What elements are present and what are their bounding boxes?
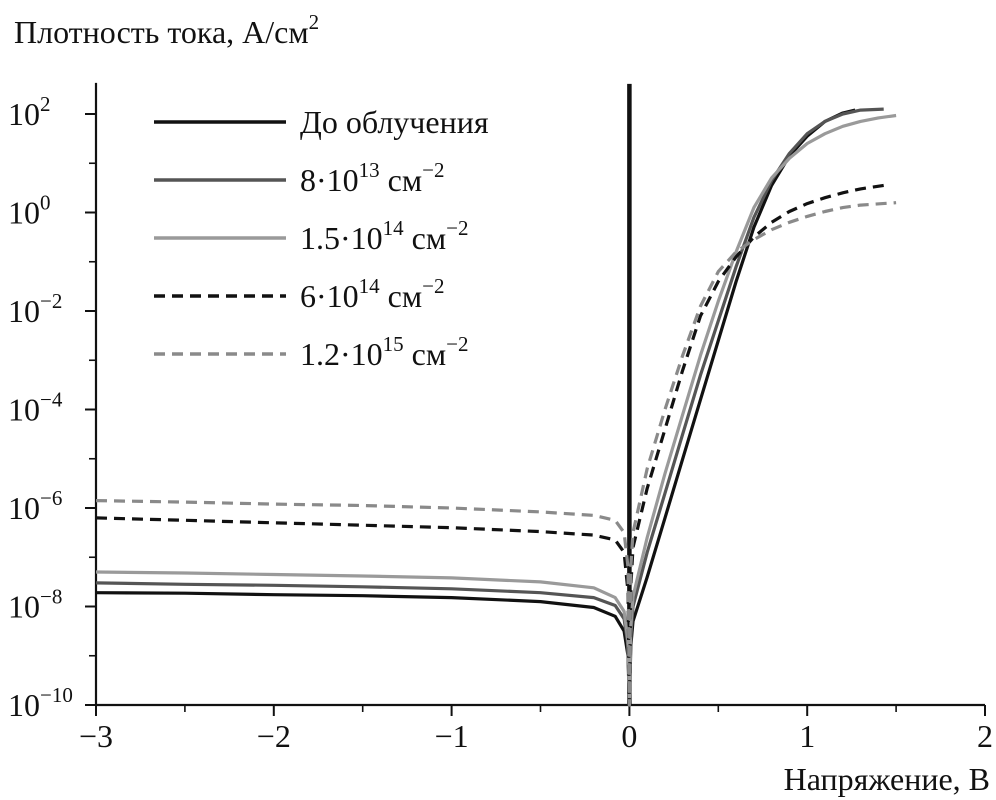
legend-label-3: 1.5·1014 см−2 bbox=[300, 216, 468, 256]
y-tick-label: 100 bbox=[8, 191, 51, 231]
series-line-4 bbox=[95, 183, 884, 707]
legend-label-1: До облучения bbox=[300, 104, 489, 140]
series-line-3 bbox=[95, 113, 897, 707]
x-axis-label: Напряжение, В bbox=[784, 761, 990, 797]
x-tick-label: −1 bbox=[435, 718, 469, 754]
y-axis-label-superscript: 2 bbox=[309, 10, 320, 34]
y-tick-label: 10−10 bbox=[8, 683, 73, 723]
y-axis-label-text: Плотность тока, А/см bbox=[14, 14, 309, 50]
y-tick-label: 10−6 bbox=[8, 486, 62, 526]
series-line-1 bbox=[95, 108, 856, 707]
y-tick-label: 10−8 bbox=[8, 585, 62, 625]
legend-label-2: 8·1013 см−2 bbox=[300, 158, 444, 198]
series-layer bbox=[95, 83, 897, 707]
legend: До облучения 8·1013 см−2 1.5·1014 см−2 6·10… bbox=[154, 104, 489, 372]
x-tick-label: −3 bbox=[79, 718, 113, 754]
series-line-5 bbox=[95, 201, 897, 707]
x-tick-label: 1 bbox=[799, 718, 815, 754]
legend-label-4: 6·1014 см−2 bbox=[300, 274, 444, 314]
x-tick-label: 2 bbox=[977, 718, 993, 754]
legend-label-5: 1.2·1015 см−2 bbox=[300, 332, 468, 372]
y-tick-label: 10−4 bbox=[8, 388, 63, 428]
y-tick-label: 10−2 bbox=[8, 289, 62, 329]
series-line-2 bbox=[95, 107, 884, 707]
axes: −3 −2 −1 0 1 2 10−10 10−8 10−6 10−4 10−2 100 102 bbox=[8, 82, 993, 754]
x-tick-label: 0 bbox=[621, 718, 637, 754]
y-tick-label: 102 bbox=[8, 92, 51, 132]
x-tick-label: −2 bbox=[257, 718, 291, 754]
y-axis-label: Плотность тока, А/см2 bbox=[14, 10, 319, 50]
